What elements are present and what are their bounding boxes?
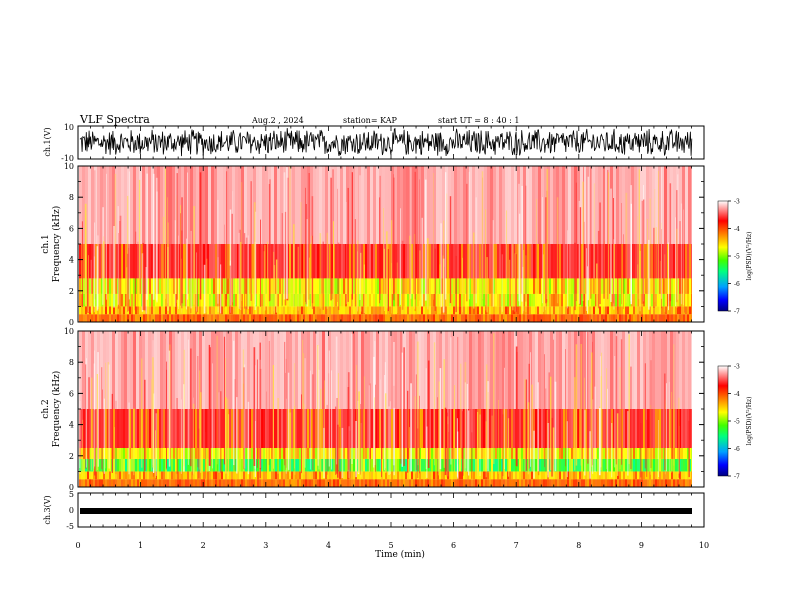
ch2-spec-ytick-6: 6 xyxy=(69,389,74,398)
ch2-spectrogram-panel: 0 2 4 6 8 10 ch.2 Frequency (kHz) xyxy=(41,327,705,492)
ch2-colorbar-tick--4: -4 xyxy=(734,391,740,398)
time-tick-7: 7 xyxy=(514,541,519,550)
ch1-colorbar: -3 -4 -5 -6 -7 log(PSD)(V²/Hz) xyxy=(717,199,753,316)
ch2-spec-ylabel-line2: Frequency (kHz) xyxy=(51,371,62,448)
date-label: Aug.2 , 2024 xyxy=(251,116,304,125)
ch2-colorbar-tick--3: -3 xyxy=(734,364,740,371)
ch2-spec-ytick-2: 2 xyxy=(69,452,74,461)
ch1-spec-ylabel-line1: ch.1 xyxy=(41,234,51,253)
time-tick-3: 3 xyxy=(263,541,268,550)
station-label: station= KAP xyxy=(343,116,398,125)
ch2-spec-ytick-10: 10 xyxy=(64,327,74,336)
ch1-colorbar-tick--5: -5 xyxy=(734,254,740,261)
time-tick-0: 0 xyxy=(75,541,80,550)
ch1-spectrogram-image xyxy=(78,166,704,322)
ch3-waveform-trace xyxy=(80,508,692,514)
ch1-colorbar-tick--3: -3 xyxy=(734,199,740,206)
time-tick-8: 8 xyxy=(576,541,581,550)
ch1-colorbar-gradient xyxy=(717,200,729,312)
spectrogram-band-5 xyxy=(79,166,692,244)
time-tick-2: 2 xyxy=(201,541,206,550)
ch1-spectrogram-panel: 0 2 4 6 8 10 ch.1 Frequency (kHz) xyxy=(41,162,705,327)
time-tick-6: 6 xyxy=(451,541,456,550)
time-axis-label: Time (min) xyxy=(375,549,425,560)
ch1-spec-ytick-8: 8 xyxy=(69,193,74,202)
ch1-spec-ytick-6: 6 xyxy=(69,224,74,233)
figure-title: VLF Spectra xyxy=(79,113,150,126)
ch1-ylabel: ch.1(V) xyxy=(43,127,52,156)
time-tick-1: 1 xyxy=(138,541,143,550)
ch1-spec-ytick-10: 10 xyxy=(64,162,74,171)
ch2-spec-ylabel-line1: ch.2 xyxy=(41,399,51,418)
time-tick-5: 5 xyxy=(388,541,393,550)
ch1-spec-ytick-4: 4 xyxy=(69,256,74,265)
ch1-colorbar-tick--7: -7 xyxy=(734,309,740,316)
ch3-waveform-panel: 5 0 -5 ch.3(V) xyxy=(43,490,705,531)
ch2-colorbar-label: log(PSD)(V²/Hz) xyxy=(746,397,753,446)
time-tick-9: 9 xyxy=(639,541,644,550)
start-time-label: start UT = 8 : 40 : 1 xyxy=(438,116,519,125)
ch1-spec-ylabel-line2: Frequency (kHz) xyxy=(51,206,62,283)
time-tick-4: 4 xyxy=(326,541,331,550)
ch1-colorbar-tick--4: -4 xyxy=(734,226,740,233)
ch1-ytick-top: 10 xyxy=(64,123,74,132)
ch3-ytick-top: 5 xyxy=(69,490,74,499)
ch1-spec-ytick-0: 0 xyxy=(69,318,74,327)
ch2-colorbar-gradient xyxy=(717,365,729,477)
ch1-spec-ytick-2: 2 xyxy=(69,287,74,296)
ch1-colorbar-tick--6: -6 xyxy=(734,281,740,288)
ch2-spec-ytick-4: 4 xyxy=(69,421,74,430)
ch2-spec-ytick-0: 0 xyxy=(69,483,74,492)
ch3-ytick-bottom: -5 xyxy=(66,522,74,531)
ch2-colorbar: -3 -4 -5 -6 -7 log(PSD)(V²/Hz) xyxy=(717,364,753,481)
ch1-waveform-panel: 10 -10 ch.1(V) xyxy=(43,123,705,163)
ch3-ytick-mid: 0 xyxy=(69,506,74,515)
ch3-ylabel: ch.3(V) xyxy=(43,495,52,524)
ch1-ytick-bottom: -10 xyxy=(61,154,74,163)
ch2-colorbar-tick--7: -7 xyxy=(734,474,740,481)
time-tick-10: 10 xyxy=(699,541,709,550)
ch2-spec-ytick-8: 8 xyxy=(69,358,74,367)
ch1-waveform-trace xyxy=(79,127,693,157)
time-axis: 0 1 2 3 4 5 6 7 8 9 10 xyxy=(75,126,709,550)
ch2-colorbar-tick--6: -6 xyxy=(734,446,740,453)
ch2-colorbar-tick--5: -5 xyxy=(734,419,740,426)
ch2-spectrogram-image xyxy=(78,331,704,487)
ch1-colorbar-label: log(PSD)(V²/Hz) xyxy=(746,232,753,281)
